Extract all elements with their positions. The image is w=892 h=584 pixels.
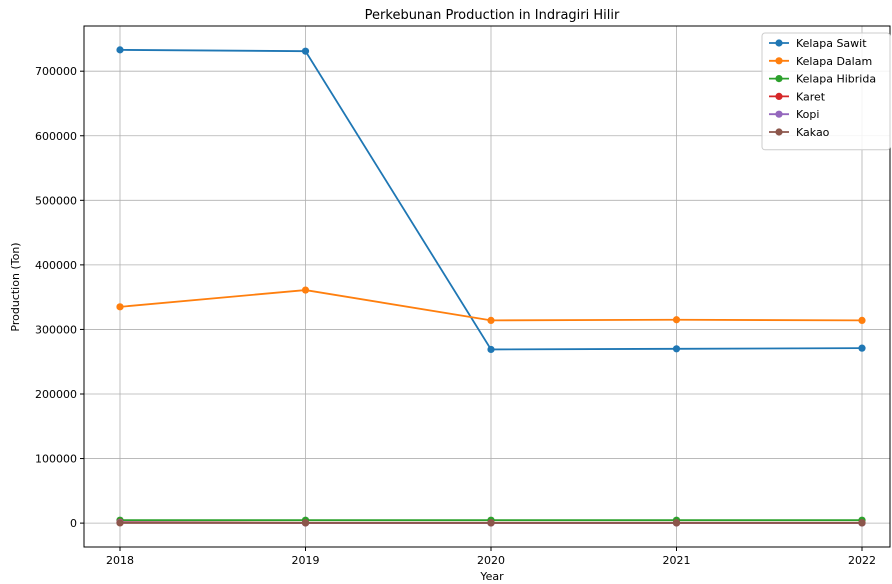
legend-label: Kakao bbox=[796, 126, 830, 139]
x-axis-label: Year bbox=[479, 570, 504, 583]
legend-item: Kakao bbox=[769, 126, 830, 139]
series-kelapa-sawit bbox=[116, 46, 866, 354]
legend-marker bbox=[775, 57, 783, 65]
data-point bbox=[672, 519, 681, 527]
data-point bbox=[487, 519, 495, 527]
y-tick-label: 500000 bbox=[35, 194, 77, 207]
data-point bbox=[858, 519, 866, 527]
series-layer bbox=[116, 46, 866, 527]
legend-box bbox=[761, 32, 891, 151]
legend-item: Kelapa Sawit bbox=[769, 37, 867, 50]
plot-frame bbox=[83, 25, 891, 548]
y-tick-label: 400000 bbox=[35, 259, 77, 272]
data-point bbox=[116, 303, 124, 311]
chart-title: Perkebunan Production in Indragiri Hilir bbox=[365, 8, 620, 23]
legend-marker bbox=[775, 39, 783, 47]
data-point bbox=[858, 344, 866, 352]
legend-label: Kopi bbox=[796, 108, 819, 121]
y-tick-label: 700000 bbox=[35, 65, 77, 78]
data-point bbox=[858, 316, 866, 324]
y-tick-label: 100000 bbox=[35, 453, 77, 466]
legend-marker bbox=[775, 128, 783, 136]
plot-area bbox=[84, 26, 890, 547]
x-tick-label: 2022 bbox=[848, 554, 876, 567]
y-tick-label: 600000 bbox=[35, 130, 77, 143]
legend-marker bbox=[775, 110, 783, 118]
data-point bbox=[301, 519, 310, 527]
y-tick-label: 0 bbox=[70, 517, 77, 530]
legend-label: Karet bbox=[796, 90, 826, 103]
legend-item: Kopi bbox=[769, 108, 819, 121]
x-tick-label: 2021 bbox=[663, 554, 691, 567]
x-tick-label: 2019 bbox=[292, 554, 320, 567]
data-point bbox=[116, 46, 124, 54]
y-axis-ticks: 0 100000 200000 300000 400000 500000 600000 700… bbox=[35, 65, 84, 530]
data-point bbox=[672, 316, 681, 324]
data-point bbox=[672, 345, 681, 353]
y-tick-label: 300000 bbox=[35, 323, 77, 336]
legend: Kelapa Sawit Kelapa Dalam Kelapa Hibrida Ka… bbox=[761, 32, 891, 151]
legend-item: Kelapa Dalam bbox=[769, 55, 872, 68]
legend-label: Kelapa Hibrida bbox=[796, 73, 876, 86]
legend-item: Karet bbox=[769, 90, 826, 103]
x-axis-ticks: 2018 2019 2020 2021 2022 bbox=[106, 547, 876, 567]
data-point bbox=[487, 345, 495, 354]
legend-item: Kelapa Hibrida bbox=[769, 73, 876, 86]
series-kelapa-dalam bbox=[116, 286, 866, 324]
legend-marker bbox=[775, 92, 783, 100]
data-point bbox=[301, 47, 310, 55]
x-tick-label: 2020 bbox=[477, 554, 505, 567]
y-axis-label: Production (Ton) bbox=[9, 242, 22, 331]
data-point bbox=[301, 286, 310, 294]
series-kakao bbox=[116, 519, 866, 527]
data-point bbox=[116, 519, 124, 527]
data-point bbox=[487, 316, 495, 324]
legend-label: Kelapa Dalam bbox=[796, 55, 872, 68]
legend-label: Kelapa Sawit bbox=[796, 37, 867, 50]
x-tick-label: 2018 bbox=[106, 554, 134, 567]
legend-marker bbox=[775, 75, 783, 83]
y-tick-label: 200000 bbox=[35, 388, 77, 401]
